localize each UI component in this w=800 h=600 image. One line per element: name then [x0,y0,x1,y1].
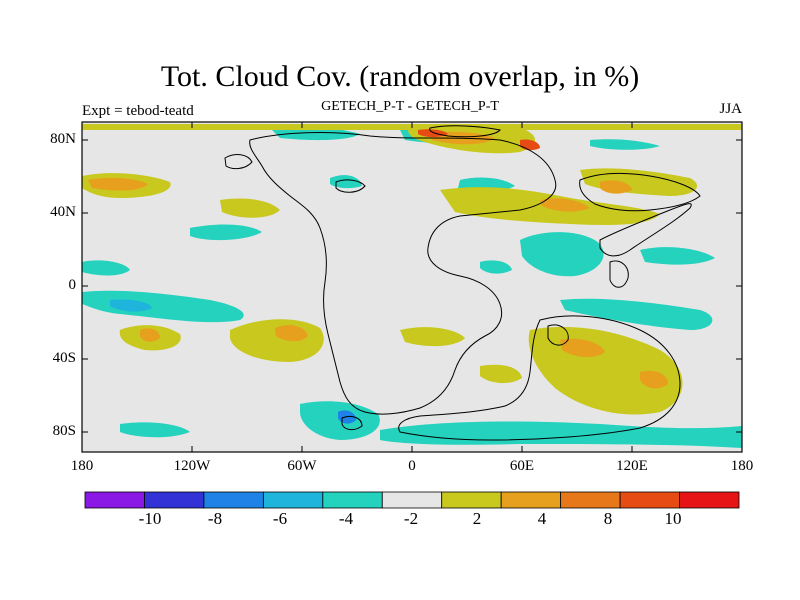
patch-strong-positive [140,328,160,342]
colorbar-label: -6 [272,509,288,528]
y-tick-label: 80S [52,423,76,439]
patch-strong-positive [640,370,668,389]
patch-positive [480,364,522,384]
experiment-label: Expt = tebod-teatd [82,103,194,119]
colorbar-box [619,491,680,509]
coastline [609,260,629,288]
colorbar-box [500,491,562,509]
colorbar-label: 8 [603,509,613,528]
colorbar-label: 10 [664,509,682,528]
patch-negative [560,298,713,330]
patch-negative [380,421,742,448]
patch-strong-positive [88,177,148,191]
coastline [398,315,681,441]
patch-strong-positive [560,338,605,358]
page-title: Tot. Cloud Cov. (random overlap, in %) [160,60,640,93]
coastline [579,172,701,212]
x-tick-label: 60W [287,458,317,474]
colorbar-box [679,491,740,509]
season-label: JJA [719,101,742,117]
dataset-label: GETECH_P-T - GETECH_P-T [321,99,499,114]
colorbar-box [84,491,145,509]
patch-strong-positive [600,180,632,194]
y-tick-label: 80N [50,131,76,147]
y-tick-label: 40N [50,204,76,220]
colorbar [84,491,740,509]
coastline [341,415,363,431]
x-tick-label: 180 [730,458,754,474]
axis-ticks [81,122,743,452]
coastline [335,179,366,193]
x-tick-label: 120E [616,458,648,474]
colorbar-box [203,491,264,509]
patch-negative [82,260,130,276]
x-tick-label: 180 [70,458,94,474]
colorbar-box [560,491,621,509]
colorbar-label: -10 [138,509,162,528]
patch-negative [520,232,604,277]
coastline [547,324,569,346]
patch-negative [590,139,660,150]
x-tick-label: 60E [509,458,535,474]
patch-negative [330,175,362,189]
y-tick-label: 0 [68,277,77,293]
coastline [429,125,501,138]
patch-negative [82,290,244,323]
colorbar-label: -8 [207,509,223,528]
x-tick-label: 0 [408,458,416,474]
y-tick-label: 40S [52,350,76,366]
x-tick-label: 120W [173,458,211,474]
colorbar-label: 2 [472,509,482,528]
colorbar-label: -2 [403,509,419,528]
patch-strong-positive [275,325,308,342]
patch-positive [220,198,280,218]
colorbar-box [441,491,502,509]
patch-positive [400,327,465,347]
patch-strong-negative [110,299,152,312]
cloud-anomaly-field [82,123,742,448]
coastline [599,203,692,257]
colorbar-label: -4 [338,509,354,528]
colorbar-box [144,491,205,509]
patch-strong-positive [540,198,590,212]
colorbar-label: 4 [537,509,547,528]
coastlines [224,125,701,441]
patch-negative [480,260,512,274]
colorbar-box [381,491,443,509]
patch-negative [640,247,715,265]
patch-negative [120,422,190,438]
colorbar-box [262,491,324,509]
coastline [249,132,557,415]
coastline [224,154,253,170]
colorbar-box [322,491,383,509]
patch-negative [190,224,262,241]
